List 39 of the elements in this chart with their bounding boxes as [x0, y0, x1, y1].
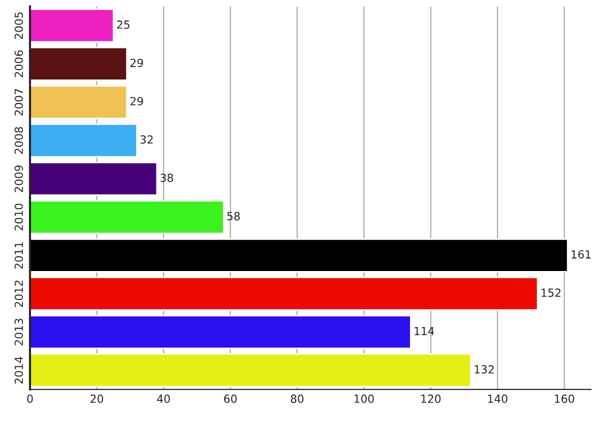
data-label: 114 — [414, 326, 434, 336]
y-tick-label: 2009 — [14, 165, 23, 192]
y-tick-label: 2007 — [14, 88, 23, 116]
bar — [30, 162, 158, 196]
data-label: 25 — [117, 20, 130, 29]
data-label: 152 — [542, 288, 560, 297]
data-label: 161 — [572, 250, 591, 259]
data-label: 29 — [130, 97, 143, 106]
x-tick-label: 140 — [488, 394, 508, 403]
y-tick-label: 2010 — [14, 204, 23, 230]
y-tick-label: 2014 — [14, 356, 23, 384]
x-tick-label: 160 — [554, 394, 574, 403]
x-tick-label: 120 — [421, 394, 441, 403]
bar — [30, 124, 138, 158]
y-tick-label: 2008 — [14, 127, 23, 154]
bar — [30, 315, 412, 349]
y-tick-label: 2006 — [14, 50, 23, 78]
bar — [30, 85, 128, 120]
data-label: 58 — [227, 212, 240, 220]
bar — [30, 46, 128, 81]
data-label: 38 — [160, 174, 174, 182]
data-label: 29 — [130, 58, 143, 68]
x-tick-label: 80 — [290, 394, 304, 403]
bar — [30, 276, 538, 311]
x-tick-label: 60 — [224, 394, 237, 403]
data-label: 132 — [474, 365, 494, 374]
y-tick-label: 2005 — [14, 12, 23, 39]
x-tick-label: 100 — [354, 394, 374, 403]
bar — [30, 238, 568, 272]
y-tick-label: 2011 — [14, 242, 23, 269]
x-tick-label: 40 — [157, 394, 170, 403]
data-label: 32 — [140, 135, 153, 144]
y-tick-label: 2012 — [14, 280, 23, 308]
bar — [30, 8, 114, 43]
x-tick-label: 20 — [90, 394, 104, 403]
bar — [30, 353, 472, 388]
bar — [30, 200, 224, 234]
x-tick-label: 0 — [27, 394, 33, 403]
y-tick-label: 2013 — [14, 318, 23, 346]
